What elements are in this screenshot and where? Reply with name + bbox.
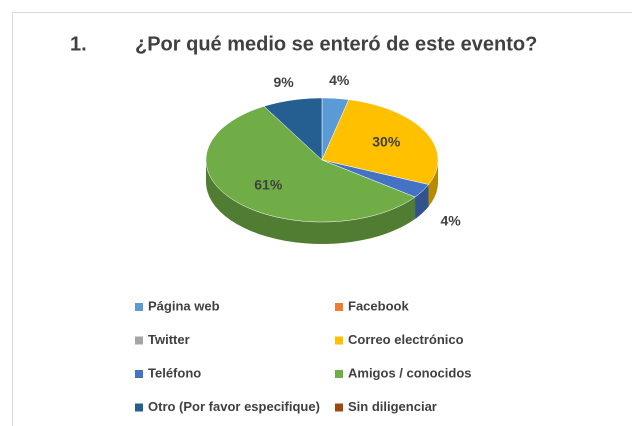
legend-label: Correo electrónico — [348, 332, 464, 347]
legend-label: Teléfono — [148, 365, 201, 380]
chart-title: ¿Por qué medio se enteró de este evento? — [135, 33, 537, 55]
legend-label: Amigos / conocidos — [348, 365, 472, 380]
legend-label: Página web — [148, 298, 220, 313]
slice — [321, 99, 439, 185]
slice — [205, 106, 416, 223]
data-label: 4% — [440, 212, 461, 228]
legend-swatch — [335, 303, 343, 311]
data-label: 9% — [273, 74, 294, 90]
title-number: 1. — [70, 33, 87, 55]
legend-swatch — [335, 370, 343, 378]
legend-label: Sin diligenciar — [348, 399, 437, 414]
slice-side — [415, 184, 429, 220]
legend-label: Twitter — [148, 332, 190, 347]
legend-label: Otro (Por favor especifique) — [148, 399, 320, 414]
legend-swatch — [135, 370, 143, 378]
data-label: 4% — [329, 72, 350, 88]
legend-swatch — [135, 403, 143, 412]
slice-side — [428, 160, 438, 207]
slice — [321, 159, 429, 198]
legend-swatch — [335, 403, 343, 412]
legend-swatch — [135, 303, 143, 311]
chart-border — [12, 12, 632, 426]
legend-swatch — [335, 336, 343, 345]
slice — [263, 97, 323, 161]
slice-side — [206, 160, 416, 244]
legend-label: Facebook — [348, 298, 409, 313]
legend-swatch — [135, 336, 143, 345]
data-label: 61% — [254, 176, 283, 192]
data-label: 30% — [372, 133, 401, 149]
